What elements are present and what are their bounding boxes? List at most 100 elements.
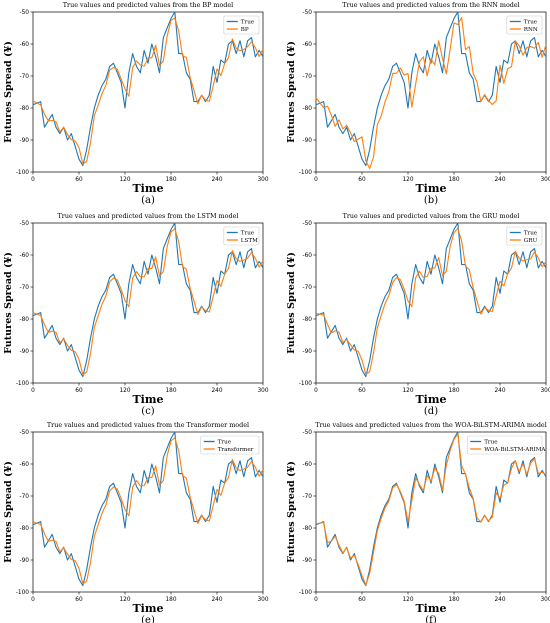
- chart1-legend-label-1: BP: [241, 27, 249, 33]
- chart4-xtick-label-0: 0: [314, 388, 318, 394]
- chart6: True values and predicted values from th…: [286, 421, 550, 623]
- chart3-ytick-label-0: -100: [16, 381, 29, 387]
- chart2-series-true: [315, 11, 547, 167]
- chart6-ytick-label-2: -80: [303, 526, 313, 532]
- chart4-ytick-label-2: -80: [303, 317, 313, 323]
- chart6-ytick-label-3: -70: [303, 494, 313, 500]
- chart3-series-pred: [32, 228, 264, 376]
- chart1-xtick-label-5: 300: [257, 177, 268, 183]
- chart1-ytick-label-1: -90: [20, 138, 30, 144]
- chart4-legend-label-1: GRU: [524, 238, 538, 244]
- chart1-ylabel: Futures Spread (¥): [3, 41, 14, 143]
- chart5-legend-box: [200, 435, 260, 455]
- chart2-ytick-label-4: -60: [303, 42, 313, 48]
- chart5-xtick-label-2: 120: [119, 597, 130, 603]
- chart4-xtick-label-3: 180: [448, 388, 459, 394]
- chart4-ylabel: Futures Spread (¥): [286, 252, 297, 354]
- chart1-xtick-label-2: 120: [119, 177, 130, 183]
- chart5-ytick-label-4: -60: [20, 462, 30, 468]
- chart4-xtick-label-1: 60: [358, 388, 366, 394]
- chart6-frame: [315, 431, 547, 593]
- chart5-title: True values and predicted values from th…: [47, 421, 249, 429]
- chart1-series-pred: [32, 17, 264, 165]
- chart1-xlabel: Time: [132, 182, 163, 195]
- chart1-xtick-label-4: 240: [211, 177, 222, 183]
- chart2-ytick-label-0: -100: [299, 170, 312, 176]
- chart4-series-pred: [315, 227, 547, 375]
- chart4-series-true: [315, 222, 547, 378]
- chart4-ytick-label-4: -60: [303, 253, 313, 259]
- chart5-ytick-label-5: -50: [20, 430, 30, 436]
- chart3-ytick-label-2: -80: [20, 317, 30, 323]
- chart6-legend-label-0: True: [484, 440, 498, 446]
- chart2-xtick-label-4: 240: [494, 177, 505, 183]
- chart3-caption: (c): [141, 406, 155, 417]
- chart5-series-true: [32, 431, 264, 587]
- chart5-xlabel: Time: [132, 602, 163, 615]
- chart1-series-true: [32, 11, 264, 167]
- chart5-xtick-label-5: 300: [257, 597, 268, 603]
- chart4-xtick-label-2: 120: [402, 388, 413, 394]
- chart5-ytick-label-0: -100: [16, 590, 29, 596]
- chart1: True values and predicted values from th…: [3, 1, 269, 206]
- chart6-caption: (f): [425, 615, 437, 623]
- chart5-caption: (e): [141, 615, 155, 623]
- chart2-ytick-label-3: -70: [303, 74, 313, 80]
- chart6-ylabel: Futures Spread (¥): [286, 461, 297, 563]
- chart3: True values and predicted values from th…: [3, 212, 269, 417]
- chart1-xtick-label-0: 0: [31, 177, 35, 183]
- chart2-ytick-label-2: -80: [303, 106, 313, 112]
- chart6-xtick-label-1: 60: [358, 597, 366, 603]
- chart6-xtick-label-0: 0: [314, 597, 318, 603]
- chart3-ytick-label-5: -50: [20, 221, 30, 227]
- chart6-ytick-label-0: -100: [299, 590, 312, 596]
- chart2-xtick-label-0: 0: [314, 177, 318, 183]
- chart2-xtick-label-5: 300: [540, 177, 550, 183]
- chart1-ytick-label-2: -80: [20, 106, 30, 112]
- chart5-frame: [32, 431, 264, 593]
- chart6-xtick-label-2: 120: [402, 597, 413, 603]
- chart4-title: True values and predicted values from th…: [343, 212, 520, 220]
- chart3-ylabel: Futures Spread (¥): [3, 252, 14, 354]
- chart2-xtick-label-1: 60: [358, 177, 366, 183]
- chart4-ytick-label-0: -100: [299, 381, 312, 387]
- chart1-caption: (a): [141, 195, 155, 206]
- chart6-title: True values and predicted values from th…: [315, 421, 547, 429]
- chart4-xlabel: Time: [415, 393, 446, 406]
- chart5-ytick-label-2: -80: [20, 526, 30, 532]
- chart2-xtick-label-2: 120: [402, 177, 413, 183]
- chart3-legend-label-1: LSTM: [241, 238, 258, 244]
- chart4-xtick-label-5: 300: [540, 388, 550, 394]
- chart1-legend-label-0: True: [241, 20, 255, 26]
- chart4-legend-label-0: True: [524, 231, 538, 237]
- chart3-xlabel: Time: [132, 393, 163, 406]
- chart2-caption: (b): [424, 195, 438, 206]
- chart3-frame: [32, 222, 264, 384]
- chart2-ytick-label-1: -90: [303, 138, 313, 144]
- chart2-legend-label-0: True: [524, 20, 538, 26]
- chart4-ytick-label-5: -50: [303, 221, 313, 227]
- chart1-xtick-label-3: 180: [165, 177, 176, 183]
- chart6-legend-box: [466, 435, 543, 455]
- chart3-xtick-label-2: 120: [119, 388, 130, 394]
- chart6-xtick-label-5: 300: [540, 597, 550, 603]
- chart3-ytick-label-3: -70: [20, 285, 30, 291]
- chart5-legend-label-1: Transformer: [218, 447, 254, 453]
- chart3-xtick-label-0: 0: [31, 388, 35, 394]
- chart5-xtick-label-1: 60: [75, 597, 83, 603]
- chart3-legend-label-0: True: [241, 231, 255, 237]
- chart3-xtick-label-1: 60: [75, 388, 83, 394]
- chart6-ytick-label-4: -60: [303, 462, 313, 468]
- chart2-ytick-label-5: -50: [303, 10, 313, 16]
- chart1-title: True values and predicted values from th…: [63, 1, 233, 9]
- chart6-legend-label-1: WOA-BiLSTM-ARIMA: [484, 447, 546, 453]
- chart2-legend-label-1: RNN: [524, 27, 538, 33]
- chart4-ytick-label-3: -70: [303, 285, 313, 291]
- chart6-series-pred: [315, 433, 547, 586]
- chart1-ytick-label-3: -70: [20, 74, 30, 80]
- chart3-xtick-label-3: 180: [165, 388, 176, 394]
- chart4-caption: (d): [424, 406, 438, 417]
- chart4-ytick-label-1: -90: [303, 349, 313, 355]
- chart1-frame: [32, 11, 264, 173]
